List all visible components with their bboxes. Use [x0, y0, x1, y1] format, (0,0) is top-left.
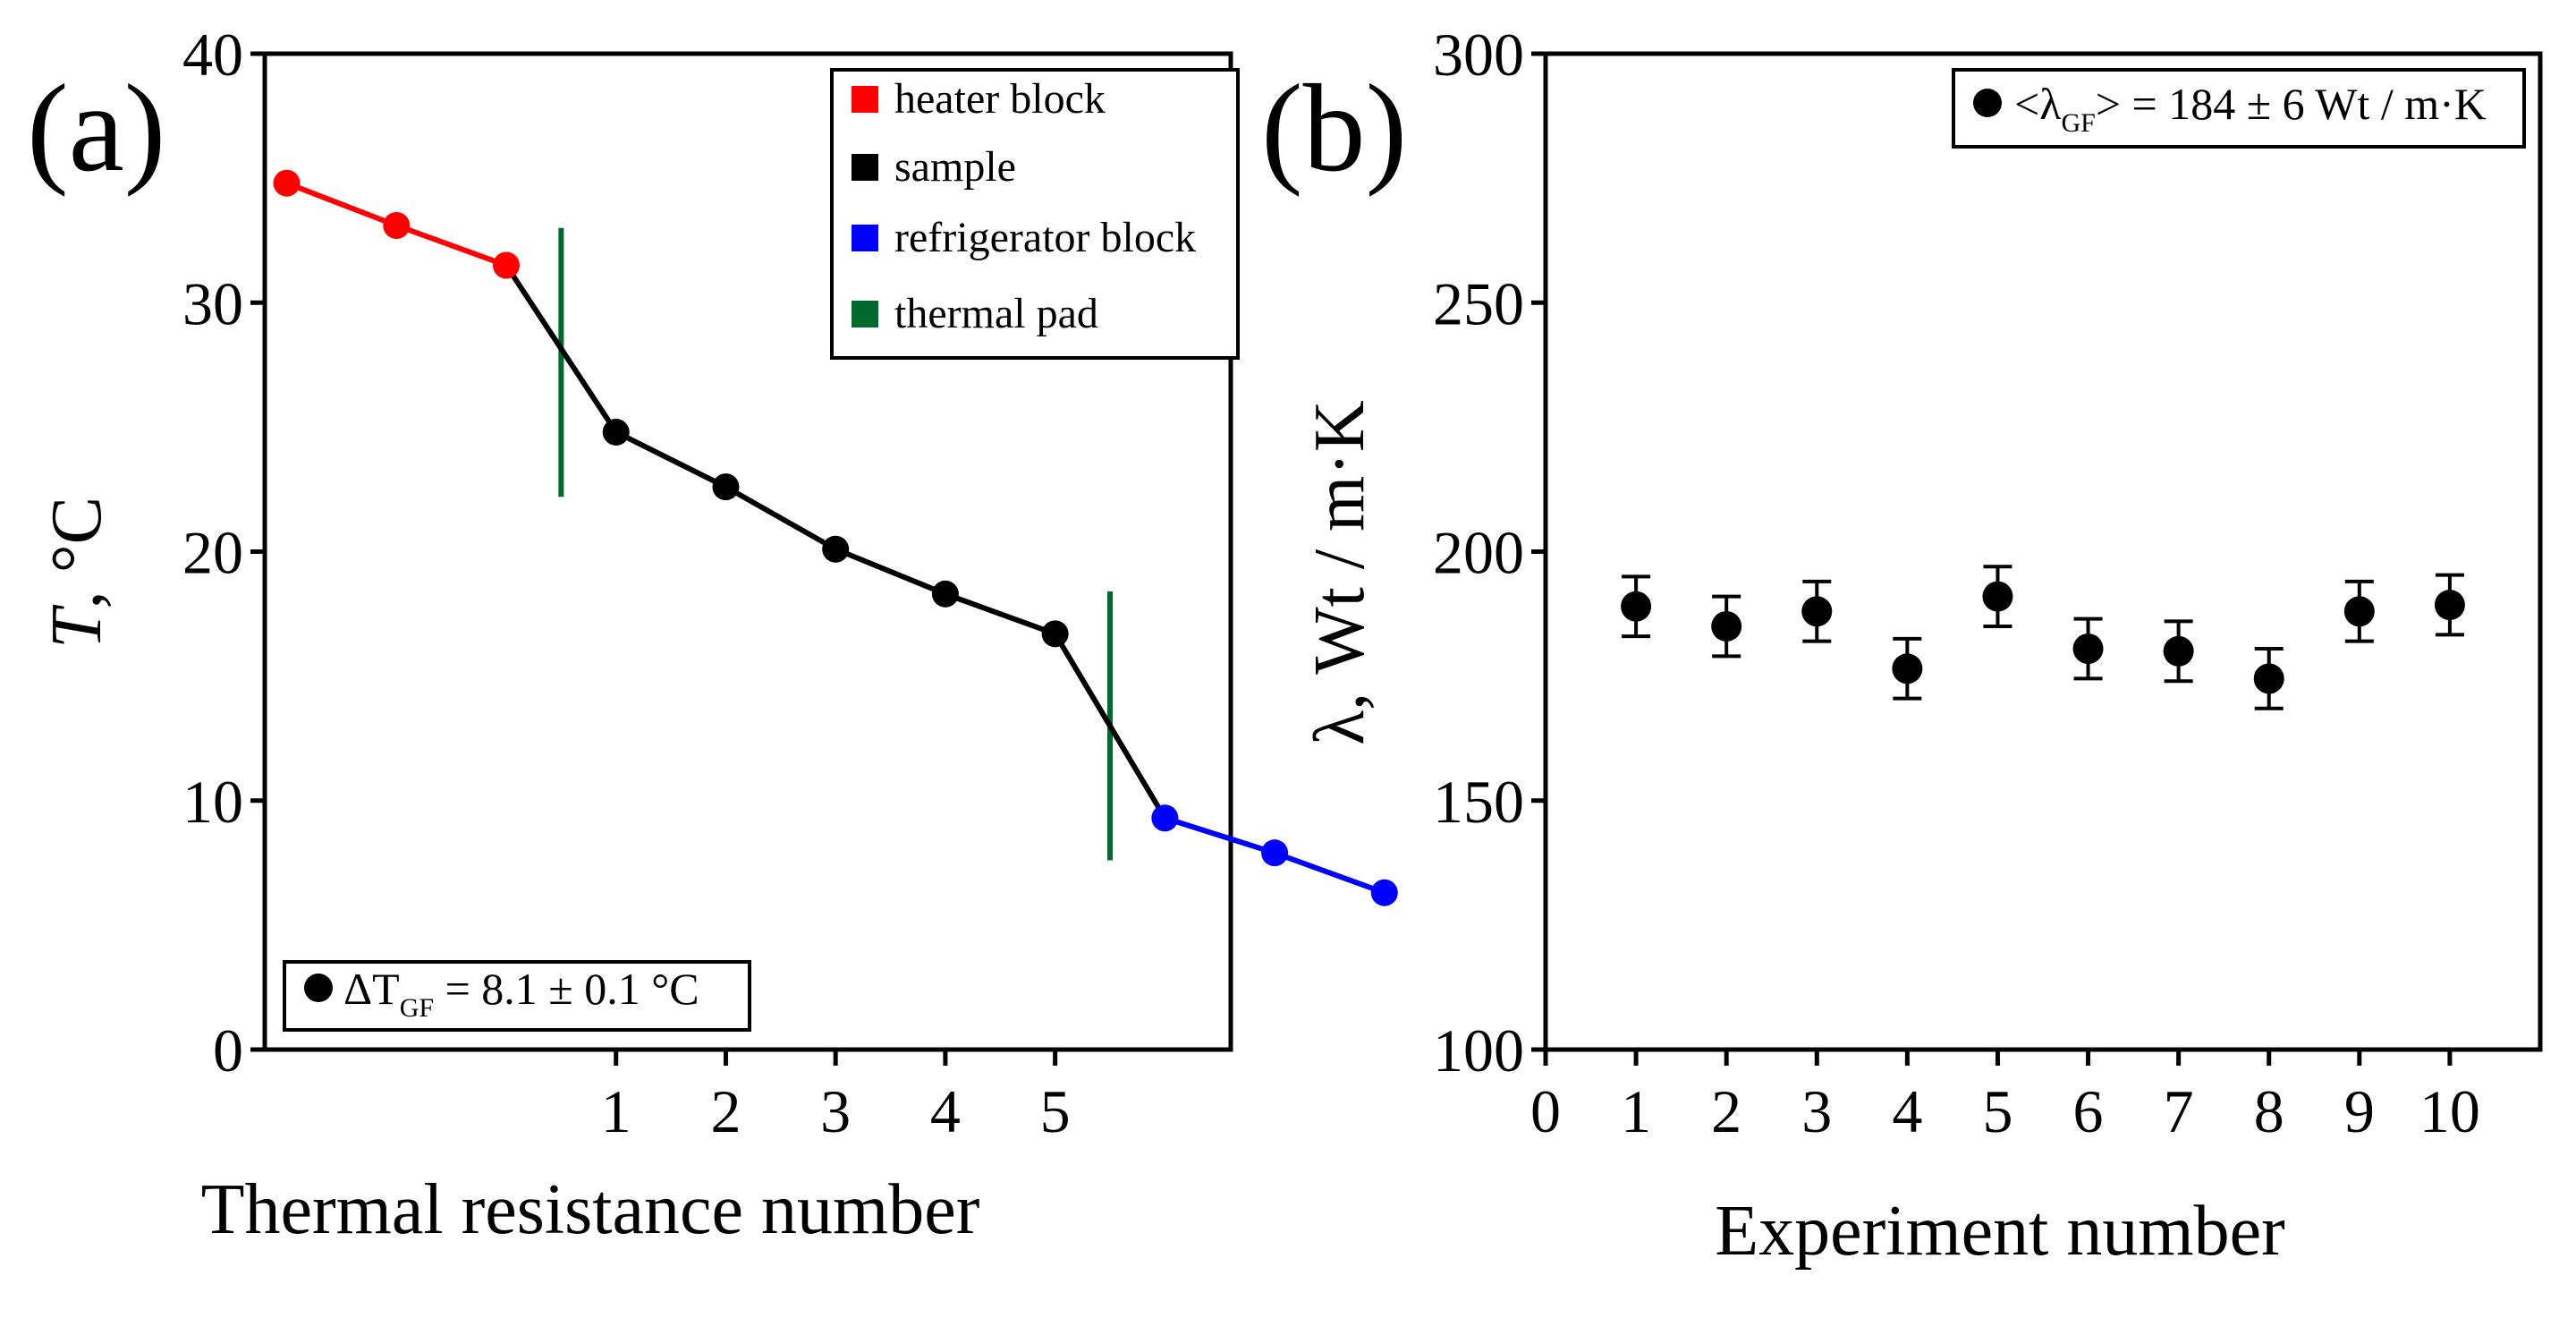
annotation-suffix: = 8.1 ± 0.1 °C: [434, 964, 699, 1014]
data-point: [1892, 653, 1923, 685]
x-tick-label: 3: [1801, 1077, 1832, 1145]
panel-a-label: (a): [27, 59, 165, 198]
data-point-sample: [931, 580, 959, 608]
x-tick-label: 0: [1530, 1077, 1561, 1145]
x-tick-label: 1: [1621, 1077, 1651, 1145]
data-point-heater-block: [383, 211, 411, 239]
panel-a-y-axis-label: T, °C: [38, 497, 116, 649]
x-tick-label: 2: [1711, 1077, 1741, 1145]
data-point: [2253, 663, 2284, 694]
x-tick-label: 9: [2344, 1077, 2375, 1145]
legend-suffix: > = 184 ± 6 Wt / m·K: [2096, 79, 2487, 129]
data-point: [1801, 596, 1833, 627]
annotation-text: ΔTGF = 8.1 ± 0.1 °C: [343, 964, 699, 1023]
x-tick-label: 8: [2254, 1077, 2284, 1145]
panel-a-plot-area: [262, 51, 1398, 1052]
y-tick-label: 250: [1433, 269, 1524, 337]
panel-b-y-axis-label: λ, Wt / m·K: [1301, 400, 1379, 744]
legend-swatch: [852, 86, 878, 113]
y-label-italic: T: [38, 604, 116, 649]
annotation-prefix: ΔT: [343, 964, 400, 1014]
data-point: [2163, 635, 2194, 667]
panel-a-x-axis-label: Thermal resistance number: [201, 1170, 980, 1249]
x-tick-label: 10: [2419, 1077, 2480, 1145]
data-point-refrigerator-block: [1261, 839, 1289, 867]
x-tick-label: 1: [601, 1077, 631, 1145]
data-point-sample: [1041, 620, 1069, 648]
data-point-heater-block: [273, 169, 301, 197]
x-tick-label: 2: [710, 1077, 741, 1145]
panel-b-y-ticks: 100 150 200 250 300: [1433, 21, 1546, 1084]
panel-a-y-ticks: 0 10 20 30 40: [182, 21, 265, 1084]
data-point: [1621, 591, 1652, 622]
y-tick-label: 10: [182, 768, 243, 836]
y-tick-label: 30: [182, 269, 243, 337]
x-tick-label: 5: [1040, 1077, 1071, 1145]
data-point-sample: [602, 418, 630, 446]
panel-b: (b) 100 150 200 250 300 0 1 2 3 4 5 6 7 8 9 10 Experim…: [1261, 21, 2543, 1271]
legend-box: [830, 68, 1240, 360]
data-point-heater-block: [493, 251, 520, 279]
panel-b-x-axis-label: Experiment number: [1715, 1192, 2285, 1271]
x-tick-label: 3: [820, 1077, 851, 1145]
legend-text: <λGF> = 184 ± 6 Wt / m·K: [2014, 79, 2487, 138]
data-point: [1711, 610, 1742, 642]
panel-b-plot-area: [1543, 51, 2543, 1052]
annotation-marker: [304, 974, 333, 1002]
panel-b-label: (b): [1261, 59, 1407, 198]
data-point-refrigerator-block: [1370, 879, 1398, 906]
x-tick-label: 4: [1892, 1077, 1922, 1145]
y-tick-label: 40: [182, 21, 243, 89]
y-tick-label: 200: [1433, 519, 1524, 587]
panel-b-legend: <λGF> = 184 ± 6 Wt / m·K: [1952, 68, 2526, 149]
legend-marker: [1973, 89, 2002, 117]
annotation-box: [283, 960, 751, 1032]
data-point: [1982, 581, 2013, 612]
panel-a: (a) 0 10 20 30 40 1 2 3 4 5 Thermal resistance n…: [27, 21, 1398, 1249]
legend-swatch: [852, 154, 878, 181]
panel-a-legend: heater block sample refrigerator block ther…: [830, 68, 1240, 360]
data-point: [2343, 596, 2375, 627]
data-point-sample: [712, 473, 740, 501]
annotation-sub: GF: [400, 993, 434, 1023]
data-point: [2072, 633, 2104, 665]
x-tick-label: 5: [1982, 1077, 2012, 1145]
legend-box: [1952, 68, 2526, 149]
legend-label: refrigerator block: [894, 214, 1196, 261]
legend-sub: GF: [2061, 108, 2095, 138]
x-tick-label: 4: [930, 1077, 961, 1145]
x-tick-label: 6: [2073, 1077, 2104, 1145]
y-tick-label: 0: [213, 1016, 243, 1084]
y-tick-label: 300: [1433, 21, 1524, 89]
legend-prefix: <λ: [2014, 79, 2061, 129]
legend-swatch: [852, 301, 878, 327]
panel-a-x-ticks: 1 2 3 4 5: [601, 1050, 1071, 1145]
y-tick-label: 100: [1433, 1016, 1524, 1084]
legend-label: sample: [894, 143, 1016, 191]
data-point: [2434, 590, 2465, 621]
data-point-sample: [822, 535, 850, 563]
panel-b-frame: [1543, 51, 2543, 1052]
y-tick-label: 20: [182, 519, 243, 587]
x-tick-label: 7: [2164, 1077, 2194, 1145]
y-label-rest: , °C: [38, 497, 116, 608]
panel-b-x-ticks: 0 1 2 3 4 5 6 7 8 9 10: [1530, 1050, 2480, 1145]
legend-swatch: [852, 225, 878, 251]
legend-label: heater block: [894, 75, 1106, 123]
y-tick-label: 150: [1433, 768, 1524, 836]
data-point-refrigerator-block: [1151, 804, 1179, 832]
panel-a-annotation: ΔTGF = 8.1 ± 0.1 °C: [283, 960, 751, 1032]
legend-label: thermal pad: [894, 290, 1098, 337]
